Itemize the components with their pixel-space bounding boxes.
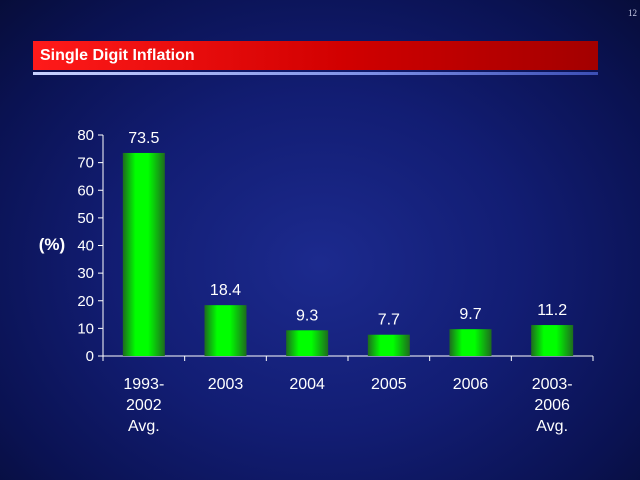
y-tick-label: 40 bbox=[77, 238, 94, 255]
category-label: 1993- bbox=[123, 376, 164, 393]
y-tick-label: 70 bbox=[77, 155, 94, 172]
category-label: Avg. bbox=[536, 418, 568, 435]
data-label: 18.4 bbox=[210, 282, 241, 299]
y-tick-label: 20 bbox=[77, 293, 94, 310]
data-label: 9.7 bbox=[459, 306, 481, 323]
y-tick-label: 10 bbox=[77, 320, 94, 337]
chart-labels: 73.5 1993- 2002 Avg. 18.4 2003 9.3 2004 7.7 2005 9… bbox=[123, 130, 572, 435]
chart-bars bbox=[122, 152, 574, 356]
data-label: 7.7 bbox=[378, 312, 400, 329]
y-tick-label: 0 bbox=[86, 348, 94, 365]
category-label: 2003- bbox=[532, 376, 573, 393]
y-tick-label: 80 bbox=[77, 127, 94, 144]
page-number: 12 bbox=[628, 8, 637, 18]
bar bbox=[367, 334, 410, 356]
category-label: 2006 bbox=[453, 376, 489, 393]
category-label: 2005 bbox=[371, 376, 407, 393]
chart-axes: 0 10 20 30 40 50 60 70 80 (%) bbox=[39, 127, 594, 365]
category-label: Avg. bbox=[128, 418, 160, 435]
slide-title: Single Digit Inflation bbox=[40, 46, 195, 64]
y-axis-label: (%) bbox=[39, 235, 65, 254]
title-bar: Single Digit Inflation bbox=[33, 41, 598, 70]
bar bbox=[286, 330, 329, 356]
data-label: 9.3 bbox=[296, 307, 318, 324]
y-tick-label: 50 bbox=[77, 210, 94, 227]
bar bbox=[449, 329, 492, 356]
bar bbox=[204, 305, 247, 356]
category-label: 2003 bbox=[208, 376, 244, 393]
bar bbox=[531, 325, 574, 356]
category-label: 2006 bbox=[534, 397, 570, 414]
data-label: 11.2 bbox=[537, 302, 567, 319]
category-label: 2002 bbox=[126, 397, 162, 414]
title-underline bbox=[33, 72, 598, 75]
category-label: 2004 bbox=[289, 376, 325, 393]
y-tick-label: 30 bbox=[77, 265, 94, 282]
y-tick-label: 60 bbox=[77, 182, 94, 199]
data-label: 73.5 bbox=[128, 130, 159, 147]
bar bbox=[122, 152, 165, 356]
